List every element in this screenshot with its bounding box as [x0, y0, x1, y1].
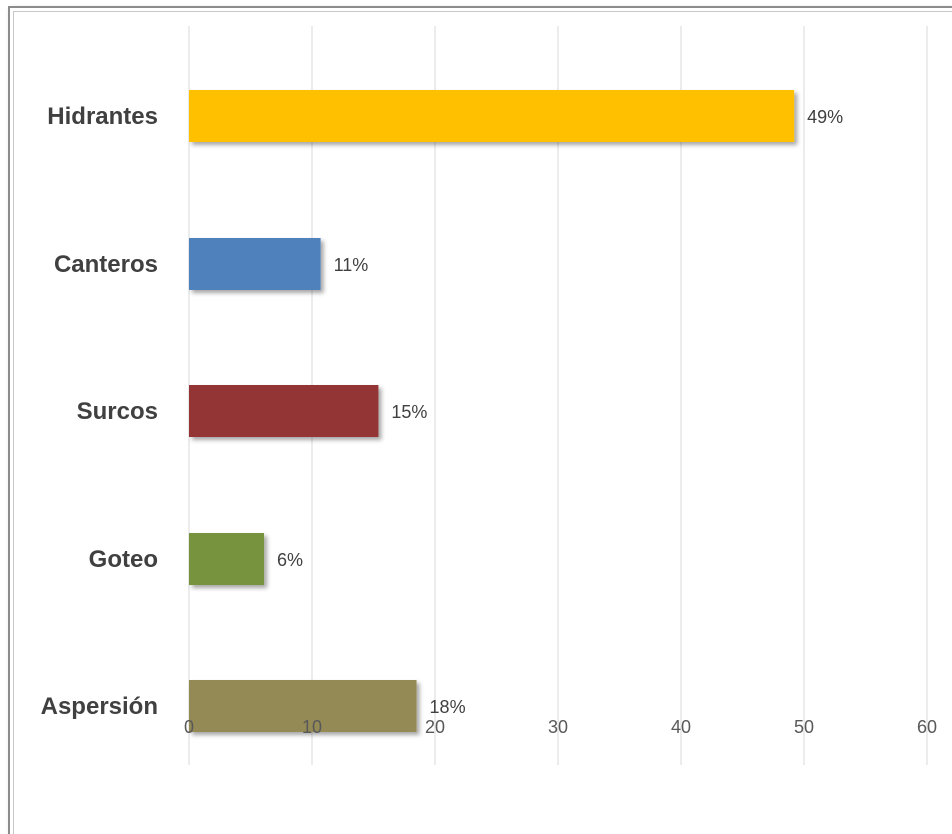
x-tick-label: 10 [302, 717, 322, 737]
x-tick-label: 30 [548, 717, 568, 737]
bars [189, 90, 795, 732]
x-tick-label: 0 [184, 717, 194, 737]
x-tick-label: 50 [794, 717, 814, 737]
bar-hidrantes [189, 90, 795, 142]
category-label: Canteros [54, 251, 158, 278]
bar-goteo [189, 533, 265, 585]
bar-canteros [189, 238, 321, 290]
gridlines [188, 26, 928, 765]
data-label: 49% [807, 107, 843, 127]
data-label: 18% [430, 697, 466, 717]
plot-border [13, 11, 952, 834]
bar-surcos [189, 385, 379, 437]
x-tick-label: 20 [425, 717, 445, 737]
data-label: 6% [277, 550, 303, 570]
category-label: Goteo [89, 546, 158, 573]
category-label: Surcos [77, 398, 158, 425]
x-tick-label: 60 [917, 717, 937, 737]
category-label: Hidrantes [47, 103, 158, 130]
data-label: 15% [391, 402, 427, 422]
bar-aspersion [189, 680, 417, 732]
chart-frame [8, 6, 952, 834]
x-tick-label: 40 [671, 717, 691, 737]
data-label: 11% [334, 255, 369, 275]
labels: 0 10 20 30 40 50 60 Hidrantes 49% Canteros 11% Surc… [41, 103, 937, 737]
category-label: Aspersión [41, 693, 158, 720]
